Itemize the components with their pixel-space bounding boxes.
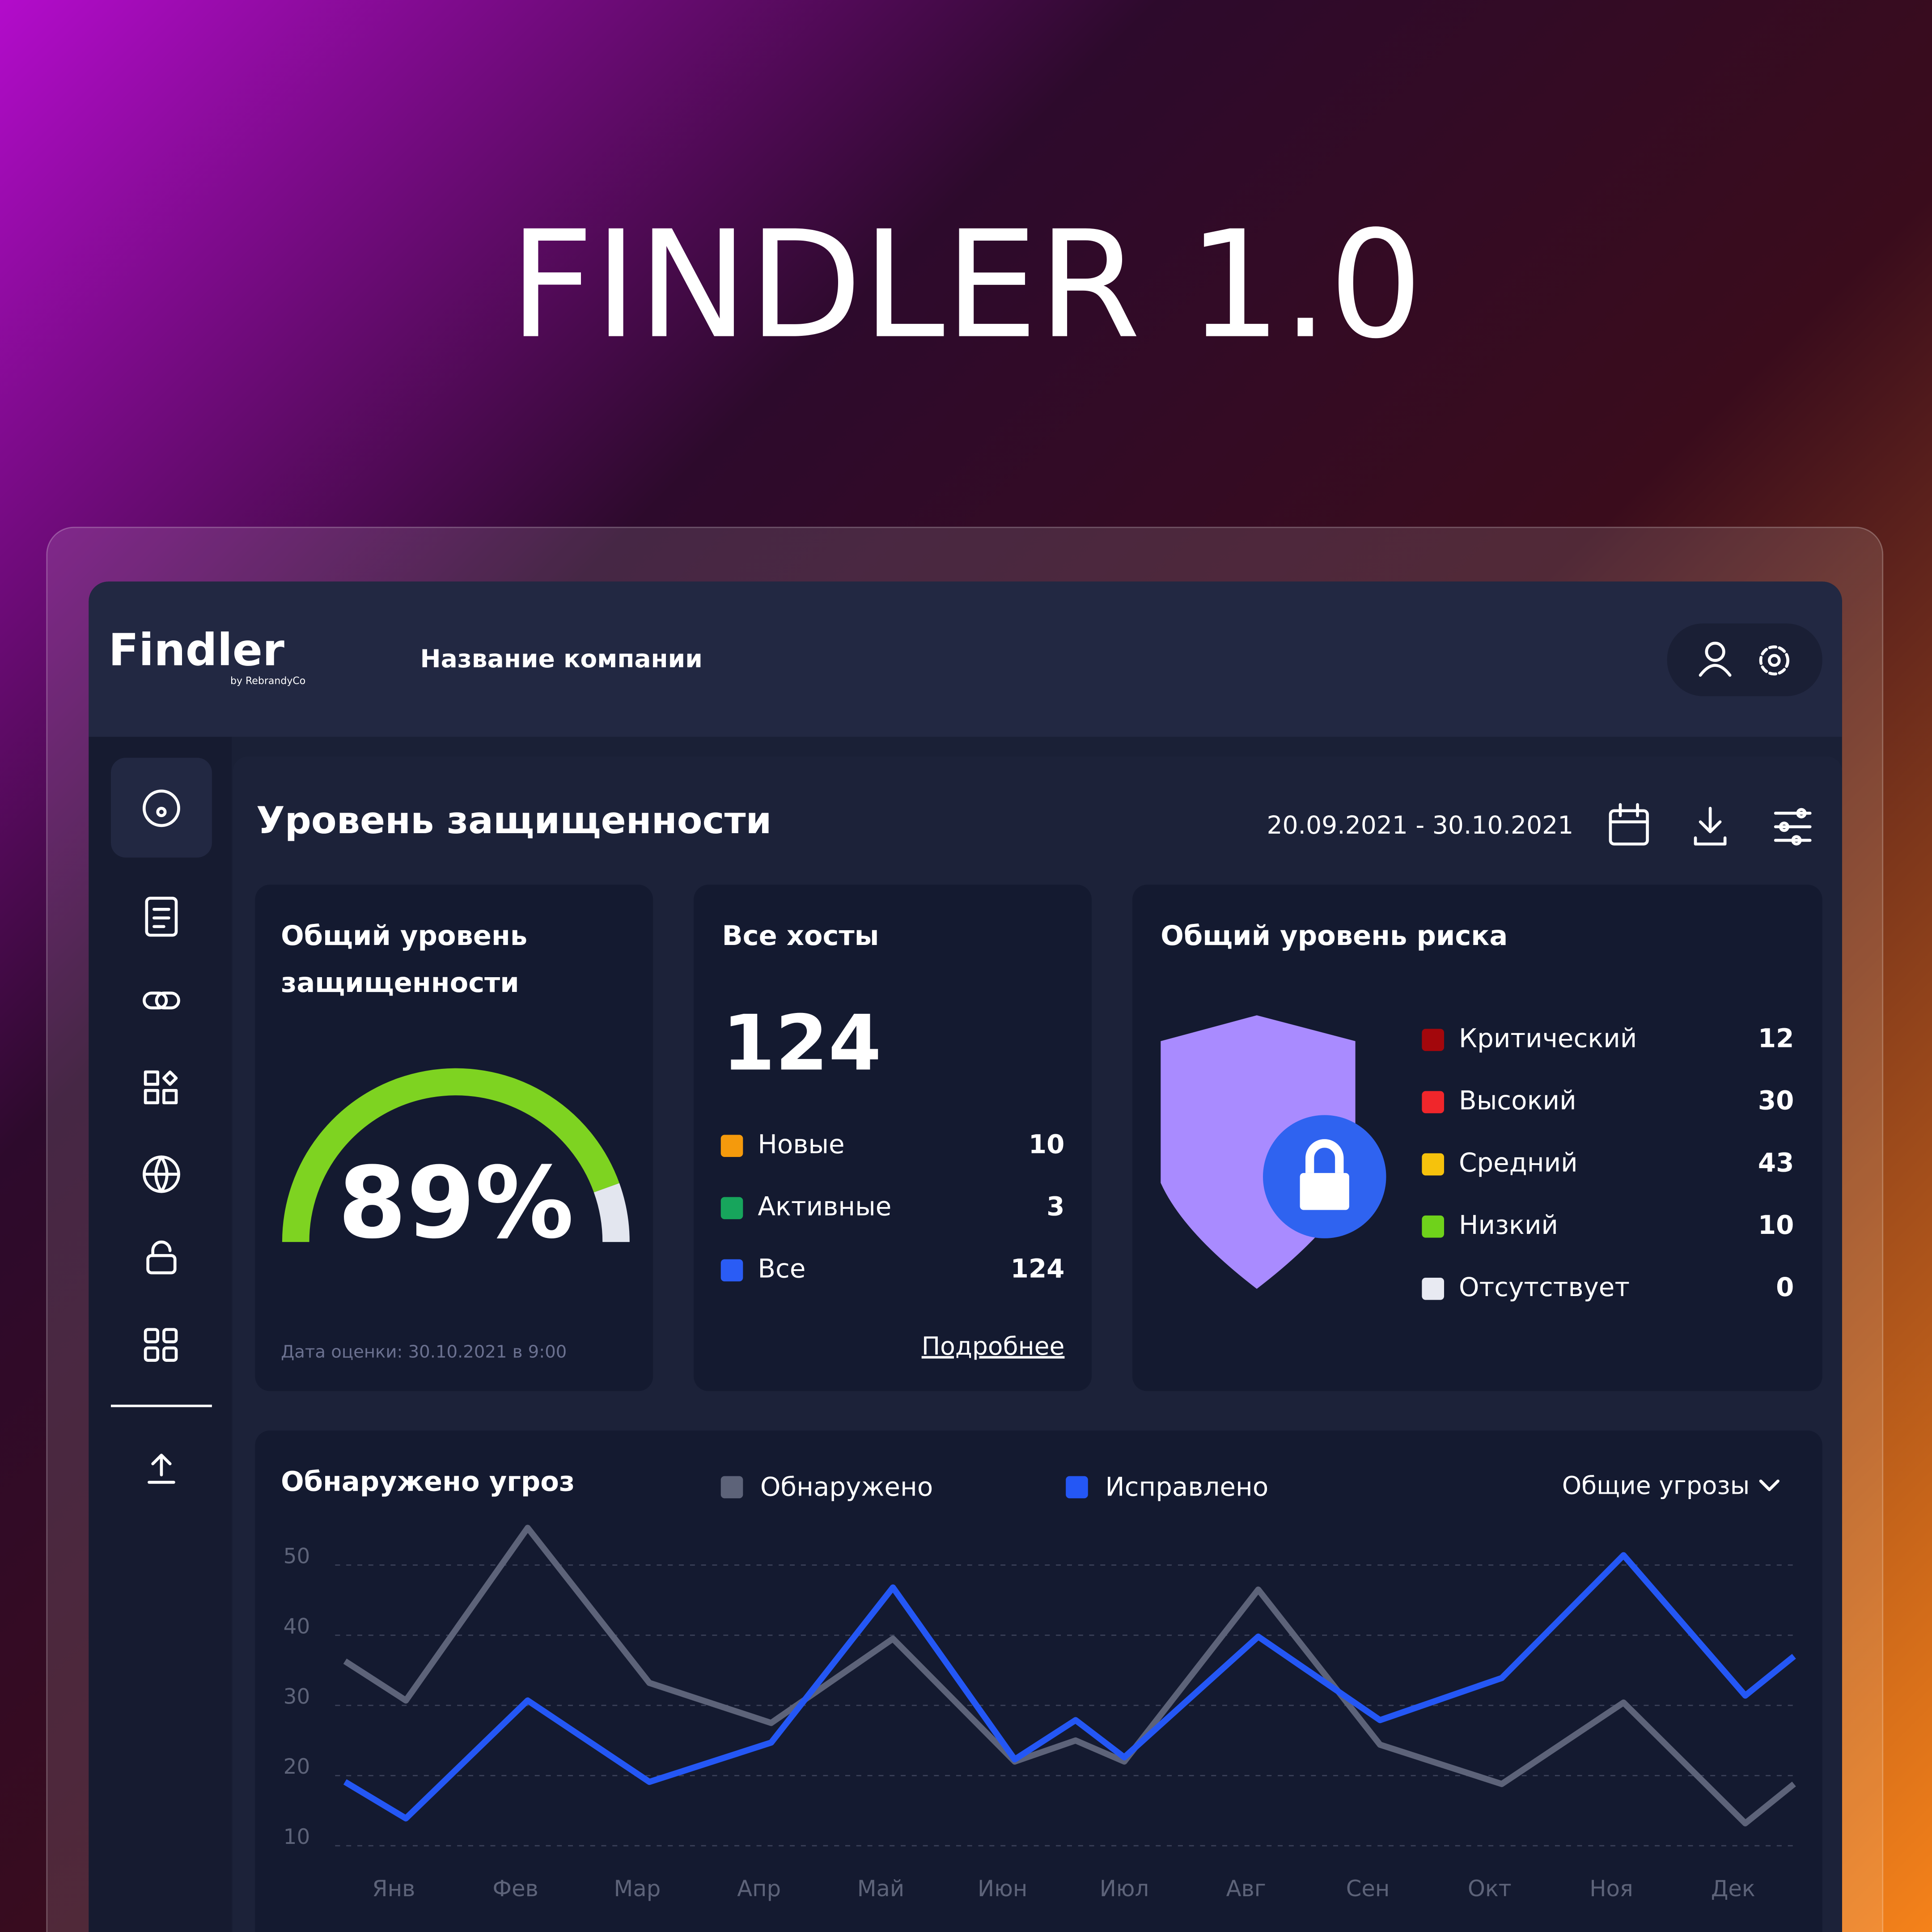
sidebar [89, 737, 232, 1932]
y-tick-label: 50 [284, 1544, 310, 1568]
y-tick-label: 10 [284, 1825, 310, 1849]
threat-filter[interactable]: Общие угрозы [1562, 1471, 1750, 1500]
modules-icon[interactable] [144, 1328, 178, 1362]
legend-swatch [720, 1259, 743, 1282]
promo-title: FINDLER 1.0 [509, 199, 1423, 371]
gauge-fill [282, 1068, 619, 1242]
legend-label: Средний [1459, 1148, 1578, 1178]
y-tick-label: 30 [284, 1685, 310, 1709]
legend-value: 30 [1758, 1085, 1794, 1116]
x-tick-label: Сен [1346, 1876, 1390, 1902]
dropdown-chevron[interactable] [1759, 1479, 1779, 1491]
lock-body [1300, 1173, 1349, 1210]
legend-label: Все [758, 1254, 805, 1284]
legend-value: 0 [1776, 1272, 1794, 1302]
upload-icon[interactable] [148, 1453, 175, 1484]
links-icon[interactable] [143, 991, 180, 1009]
y-tick-label: 20 [284, 1755, 310, 1779]
y-tick-label: 40 [284, 1614, 310, 1639]
lock-shackle [1305, 1139, 1344, 1173]
x-tick-label: Мар [614, 1876, 661, 1902]
legend-label: Новые [758, 1129, 844, 1159]
app-header [89, 581, 1842, 737]
logo: Findler [108, 625, 284, 676]
legend-label: Высокий [1459, 1085, 1576, 1116]
legend-swatch [720, 1135, 743, 1157]
company-name[interactable]: Название компании [420, 644, 702, 673]
hosts-card [694, 885, 1092, 1391]
dashboard-icon[interactable] [143, 789, 180, 827]
legend-swatch [1422, 1278, 1444, 1300]
settings-icon[interactable] [1759, 645, 1789, 676]
filter-icon[interactable] [1774, 808, 1812, 846]
legend-label: Низкий [1459, 1210, 1558, 1240]
series-line [343, 1552, 1796, 1822]
legend-swatch [1422, 1091, 1444, 1114]
legend-value: 10 [1029, 1129, 1065, 1159]
unlock-icon[interactable] [146, 1240, 177, 1275]
x-tick-label: Июн [978, 1876, 1027, 1902]
legend-value: 12 [1758, 1023, 1794, 1053]
legend-value: 10 [1758, 1210, 1794, 1240]
legend-swatch [1422, 1029, 1444, 1051]
x-tick-label: Апр [737, 1876, 781, 1902]
legend-label: Активные [758, 1191, 891, 1221]
calendar-icon[interactable] [1609, 803, 1649, 846]
reports-icon[interactable] [145, 897, 178, 937]
gauge-track [593, 1183, 630, 1242]
legend-swatch [1422, 1215, 1444, 1238]
legend-swatch [720, 1197, 743, 1220]
x-tick-label: Дек [1711, 1876, 1755, 1902]
security-card [255, 885, 653, 1391]
risk-card [1132, 885, 1822, 1391]
legend-value: 124 [1011, 1254, 1065, 1284]
footnote: Дата оценки: 30.10.2021 в 9:00 [281, 1342, 567, 1362]
apps-icon[interactable] [144, 1070, 178, 1105]
globe-icon[interactable] [143, 1155, 180, 1193]
user-icon[interactable] [1699, 641, 1732, 677]
x-tick-label: Июл [1100, 1876, 1149, 1902]
logo-sub: by RebrandyCo [230, 676, 305, 687]
card-title: Все хосты [722, 920, 879, 952]
legend-swatch [1066, 1476, 1088, 1499]
date-range[interactable]: 20.09.2021 - 30.10.2021 [1267, 811, 1573, 839]
gauge-value: 89% [338, 1145, 574, 1260]
x-tick-label: Авг [1226, 1876, 1266, 1902]
legend-value: 3 [1046, 1191, 1064, 1221]
series-line [343, 1525, 1796, 1826]
page-heading: Уровень защищенности [256, 799, 771, 842]
x-tick-label: Фев [492, 1876, 538, 1902]
legend-value: 43 [1758, 1148, 1794, 1178]
user-controls [1667, 623, 1822, 696]
card-title: Общий уровень риска [1161, 920, 1508, 952]
card-title: Общий уровень [281, 920, 527, 952]
legend-swatch [720, 1476, 743, 1499]
hosts-total: 124 [722, 999, 881, 1088]
details-link[interactable]: Подробнее [922, 1332, 1065, 1360]
chart-title: Обнаружено угроз [281, 1466, 575, 1498]
x-tick-label: Окт [1468, 1876, 1512, 1902]
x-tick-label: Ноя [1589, 1876, 1633, 1902]
download-icon[interactable] [1694, 807, 1727, 846]
threats-card [255, 1430, 1822, 1932]
legend-label: Исправлено [1105, 1471, 1268, 1502]
legend-swatch [1422, 1153, 1444, 1176]
legend-label: Отсутствует [1459, 1272, 1630, 1302]
x-tick-label: Май [857, 1876, 904, 1902]
legend-label: Критический [1459, 1023, 1637, 1053]
legend-label: Обнаружено [760, 1471, 933, 1502]
x-tick-label: Янв [372, 1876, 415, 1902]
card-title: защищенности [281, 967, 519, 999]
